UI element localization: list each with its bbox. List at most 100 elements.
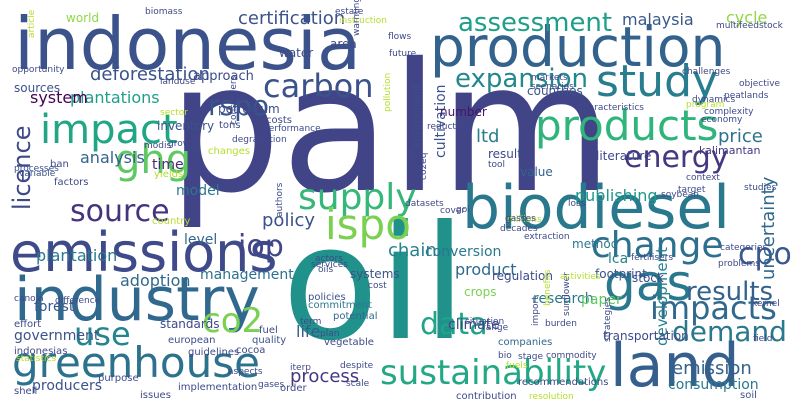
word-source: source (70, 194, 170, 229)
word-emission: emission (672, 358, 752, 379)
word-commodity: commodity (546, 351, 597, 361)
word-effort: effort (14, 319, 42, 330)
word-changes: changes (208, 146, 251, 157)
word-issues: issues (140, 390, 171, 401)
word-multifeedstock: multifeedstock (716, 21, 783, 31)
word-model: model (176, 183, 220, 199)
word-regulation: regulation (492, 269, 553, 283)
word-gas: gas (604, 254, 693, 312)
word-datasets: datasets (405, 199, 444, 209)
word-despite: despite (340, 361, 374, 371)
word-countries: countries (527, 84, 583, 98)
word-activities: activities (560, 272, 601, 282)
word-tool: tool (488, 160, 506, 170)
word-plantations: plantations (70, 88, 160, 107)
word-deforestation: deforestation (90, 64, 210, 85)
word-reduction: reduction (427, 122, 470, 132)
word-area: area (330, 37, 357, 51)
word-companies: companies (498, 337, 553, 348)
word-ltd: ltd (476, 126, 500, 147)
word-co2eq: co2eq (419, 152, 429, 180)
word-fuel: fuel (259, 325, 278, 336)
word-soil: soil (740, 390, 757, 401)
word-pollution: pollution (383, 72, 393, 112)
word-carbon: carbon (263, 67, 374, 105)
word-petroleum: petroleum (218, 102, 280, 116)
word-systems: systems (350, 267, 400, 281)
word-use: use (74, 315, 131, 353)
word-landuse: landuse (160, 77, 196, 87)
word-problems: problems (718, 259, 760, 269)
word-impacts: impacts (650, 289, 777, 327)
word-products: products (535, 101, 719, 150)
word-gasses: gasses (505, 214, 536, 224)
word-import: import (531, 296, 541, 326)
word-policy: policy (262, 210, 315, 231)
word-standards: standards (160, 317, 220, 331)
word-indonesias: indonesias (14, 346, 68, 357)
word-ban: ban (50, 159, 69, 170)
word-situation: situation (465, 317, 505, 327)
word-producers: producers (32, 378, 103, 394)
word-lca: lca (608, 251, 629, 267)
word-cpo: cpo (738, 237, 790, 272)
word-supply: supply (298, 177, 417, 218)
word-purpose: purpose (98, 373, 139, 384)
word-flows: flows (388, 32, 412, 42)
word-complexity: complexity (704, 107, 754, 117)
word-field: field (753, 334, 773, 344)
word-difference: difference (55, 296, 101, 306)
word-categories: categories (720, 243, 768, 253)
word-consumers: consumers (229, 75, 239, 125)
word-conversion: conversion (425, 244, 502, 260)
word-climate: climate (448, 317, 500, 333)
word-studies: studies (744, 183, 777, 193)
word-vegetable: vegetable (324, 337, 374, 348)
word-palm: palm (168, 25, 613, 232)
word-production: production (430, 15, 726, 79)
word-costs: costs (266, 115, 292, 126)
word-statistics: statistics (16, 354, 57, 364)
word-objective: objective (739, 79, 781, 89)
word-article: article (27, 9, 37, 38)
word-aspects: aspects (228, 367, 263, 377)
word-analysis: analysis (80, 148, 145, 167)
word-crops: crops (464, 285, 497, 299)
word-oil: oil (282, 192, 467, 376)
word-implementation: implementation (178, 382, 258, 393)
word-decades: decades (500, 224, 538, 234)
word-services: services (311, 260, 348, 270)
word-price: price (718, 126, 763, 147)
word-water: water (279, 46, 314, 60)
word-sector: sector (160, 108, 188, 118)
word-system: system (30, 88, 88, 107)
word-canola: canola (14, 294, 44, 304)
word-scenarios: scenarios (531, 82, 574, 92)
word-biomass: biomass (145, 7, 183, 17)
word-dynamics: dynamics (692, 95, 736, 105)
word-inventory: inventory (157, 119, 215, 133)
word-range: range (482, 323, 509, 333)
word-shell: shell (14, 386, 38, 397)
word-context: context (686, 173, 720, 183)
word-fuels: fuels (506, 361, 528, 371)
word-burden: burden (545, 319, 577, 329)
word-strategies: strategies (603, 297, 613, 342)
word-economy: economy (701, 115, 743, 125)
word-impact: impact (40, 107, 178, 153)
word-fertilisers: fertilisers (631, 253, 674, 263)
word-performance: performance (263, 124, 321, 134)
word-millions: millions (507, 215, 542, 225)
word-literature: literature (596, 149, 652, 163)
word-data: data (420, 307, 488, 342)
word-variable: variable (19, 169, 56, 179)
word-study: study (596, 56, 719, 107)
word-footprint: footprint (595, 267, 647, 281)
word-program: program (686, 100, 725, 110)
word-scale: scale (346, 379, 370, 389)
word-peatlands: peatlands (724, 91, 769, 101)
word-estate: estate (335, 7, 364, 17)
word-result: result (488, 147, 522, 161)
word-malaysia: malaysia (622, 10, 694, 29)
